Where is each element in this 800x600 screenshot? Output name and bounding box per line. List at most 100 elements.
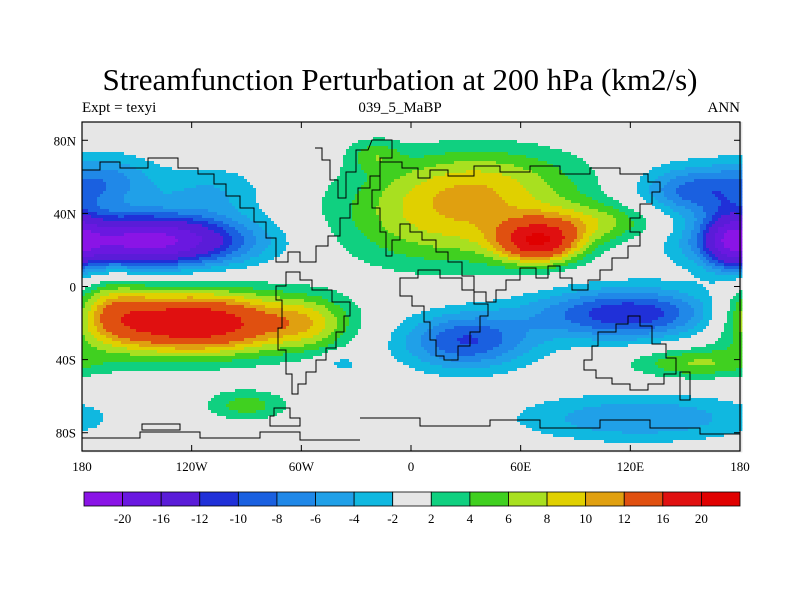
field-cell <box>166 146 169 149</box>
field-cell <box>127 239 130 242</box>
field-cell <box>148 386 151 389</box>
field-cell <box>163 407 166 410</box>
field-cell <box>193 443 196 446</box>
field-cell <box>133 368 136 371</box>
field-cell <box>148 269 151 272</box>
field-cell <box>97 200 100 203</box>
field-cell <box>133 179 136 182</box>
field-cell <box>199 377 202 380</box>
field-cell <box>133 338 136 341</box>
field-cell <box>211 413 214 416</box>
field-cell <box>169 446 172 449</box>
field-cell <box>88 344 91 347</box>
field-cell <box>175 188 178 191</box>
field-cell <box>88 299 91 302</box>
field-cell <box>121 194 124 197</box>
field-cell <box>184 191 187 194</box>
field-cell <box>211 161 214 164</box>
field-cell <box>139 227 142 230</box>
field-cell <box>190 281 193 284</box>
field-cell <box>112 377 115 380</box>
field-cell <box>160 239 163 242</box>
field-cell <box>103 185 106 188</box>
field-cell <box>205 329 208 332</box>
field-cell <box>148 230 151 233</box>
field-cell <box>112 443 115 446</box>
field-cell <box>178 293 181 296</box>
field-cell <box>106 245 109 248</box>
field-cell <box>103 434 106 437</box>
field-cell <box>112 341 115 344</box>
field-cell <box>142 143 145 146</box>
field-cell <box>199 344 202 347</box>
field-cell <box>151 299 154 302</box>
field-cell <box>121 239 124 242</box>
field-cell <box>127 173 130 176</box>
field-cell <box>103 344 106 347</box>
field-cell <box>145 176 148 179</box>
field-cell <box>199 134 202 137</box>
field-cell <box>211 269 214 272</box>
field-cell <box>208 131 211 134</box>
field-cell <box>139 326 142 329</box>
field-cell <box>193 356 196 359</box>
field-cell <box>133 182 136 185</box>
field-cell <box>196 131 199 134</box>
field-cell <box>85 257 88 260</box>
field-cell <box>169 290 172 293</box>
field-cell <box>166 314 169 317</box>
field-cell <box>103 182 106 185</box>
field-cell <box>160 392 163 395</box>
field-cell <box>85 374 88 377</box>
field-cell <box>208 281 211 284</box>
field-cell <box>151 242 154 245</box>
field-cell <box>214 389 217 392</box>
field-cell <box>97 359 100 362</box>
field-cell <box>166 200 169 203</box>
field-cell <box>121 401 124 404</box>
field-cell <box>118 146 121 149</box>
field-cell <box>190 278 193 281</box>
field-cell <box>169 368 172 371</box>
field-cell <box>190 224 193 227</box>
field-cell <box>124 299 127 302</box>
field-cell <box>196 332 199 335</box>
field-cell <box>139 230 142 233</box>
field-cell <box>154 365 157 368</box>
field-cell <box>214 296 217 299</box>
field-cell <box>118 134 121 137</box>
field-cell <box>109 278 112 281</box>
field-cell <box>148 146 151 149</box>
field-cell <box>196 164 199 167</box>
field-cell <box>139 251 142 254</box>
field-cell <box>211 275 214 278</box>
field-cell <box>139 149 142 152</box>
field-cell <box>88 191 91 194</box>
field-cell <box>145 134 148 137</box>
field-cell <box>157 302 160 305</box>
field-cell <box>202 404 205 407</box>
field-cell <box>106 413 109 416</box>
field-cell <box>103 359 106 362</box>
field-cell <box>88 203 91 206</box>
field-cell <box>163 275 166 278</box>
field-cell <box>208 419 211 422</box>
field-cell <box>85 239 88 242</box>
field-cell <box>130 347 133 350</box>
field-cell <box>181 323 184 326</box>
field-cell <box>142 275 145 278</box>
field-cell <box>91 209 94 212</box>
field-cell <box>211 302 214 305</box>
field-cell <box>145 278 148 281</box>
field-cell <box>187 407 190 410</box>
field-cell <box>199 350 202 353</box>
field-cell <box>166 194 169 197</box>
field-cell <box>187 146 190 149</box>
field-cell <box>127 197 130 200</box>
field-cell <box>166 299 169 302</box>
field-cell <box>112 383 115 386</box>
field-cell <box>199 335 202 338</box>
field-cell <box>139 359 142 362</box>
field-cell <box>106 149 109 152</box>
field-cell <box>109 386 112 389</box>
